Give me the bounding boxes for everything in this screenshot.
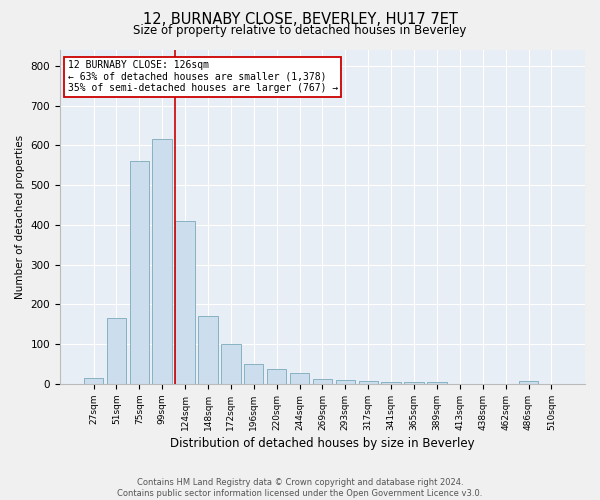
Bar — [221, 344, 241, 384]
Bar — [244, 364, 263, 384]
Text: 12 BURNABY CLOSE: 126sqm
← 63% of detached houses are smaller (1,378)
35% of sem: 12 BURNABY CLOSE: 126sqm ← 63% of detach… — [68, 60, 338, 93]
Bar — [427, 382, 446, 384]
Bar — [404, 382, 424, 384]
Bar — [519, 381, 538, 384]
Bar — [130, 162, 149, 384]
Text: 12, BURNABY CLOSE, BEVERLEY, HU17 7ET: 12, BURNABY CLOSE, BEVERLEY, HU17 7ET — [143, 12, 457, 28]
Bar — [84, 378, 103, 384]
Bar — [359, 381, 378, 384]
Bar — [152, 140, 172, 384]
Bar — [198, 316, 218, 384]
Text: Contains HM Land Registry data © Crown copyright and database right 2024.
Contai: Contains HM Land Registry data © Crown c… — [118, 478, 482, 498]
Bar — [175, 221, 195, 384]
Bar — [107, 318, 126, 384]
Bar — [382, 382, 401, 384]
X-axis label: Distribution of detached houses by size in Beverley: Distribution of detached houses by size … — [170, 437, 475, 450]
Bar — [313, 379, 332, 384]
Bar — [335, 380, 355, 384]
Y-axis label: Number of detached properties: Number of detached properties — [15, 135, 25, 299]
Bar — [267, 369, 286, 384]
Text: Size of property relative to detached houses in Beverley: Size of property relative to detached ho… — [133, 24, 467, 37]
Bar — [290, 373, 309, 384]
